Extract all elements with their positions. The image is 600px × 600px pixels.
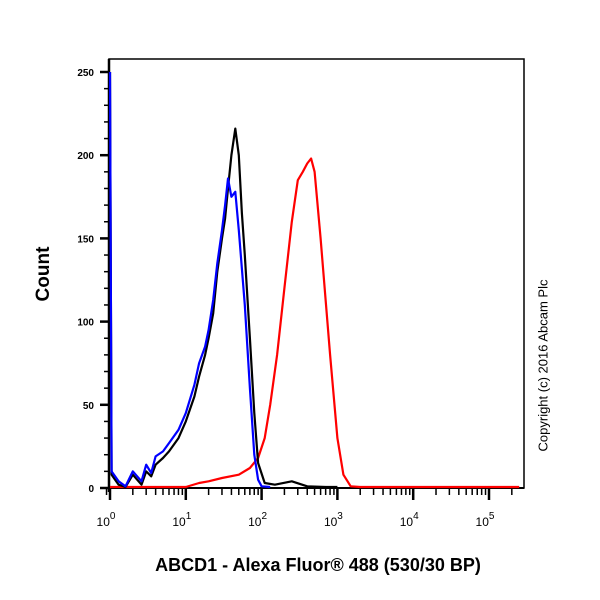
copyright-notice: Copyright (c) 2016 Abcam Plc [533, 240, 553, 495]
y-tick-label: 200 [77, 151, 94, 162]
abcd1-antibody-curve [110, 157, 520, 489]
x-tick-label: 103 [324, 511, 343, 529]
x-axis: 100 101 102 103 104 105 [97, 487, 524, 529]
unlabeled-control-curve [108, 71, 271, 489]
plot-frame [108, 58, 525, 489]
x-tick-label: 100 [97, 511, 116, 529]
x-tick-label: 102 [248, 511, 267, 529]
y-tick-label: 50 [83, 401, 95, 412]
y-tick-label: 100 [77, 318, 94, 329]
y-tick-label: 150 [77, 234, 94, 245]
y-tick-label: 0 [88, 484, 94, 495]
x-tick-label: 104 [400, 511, 419, 529]
x-tick-label: 105 [476, 511, 495, 529]
x-axis-label: ABCD1 - Alexa Fluor® 488 (530/30 BP) [155, 555, 481, 575]
isotype-control-curve [108, 71, 338, 489]
y-axis: 0 50 100 150 200 250 [77, 59, 111, 495]
y-axis-label-text: Count [33, 246, 54, 302]
x-tick-label: 101 [172, 511, 191, 529]
y-axis-label: Count [14, 235, 74, 315]
series-layer [108, 71, 520, 489]
y-tick-label: 250 [77, 68, 94, 79]
copyright-text: Copyright (c) 2016 Abcam Plc [535, 279, 551, 452]
